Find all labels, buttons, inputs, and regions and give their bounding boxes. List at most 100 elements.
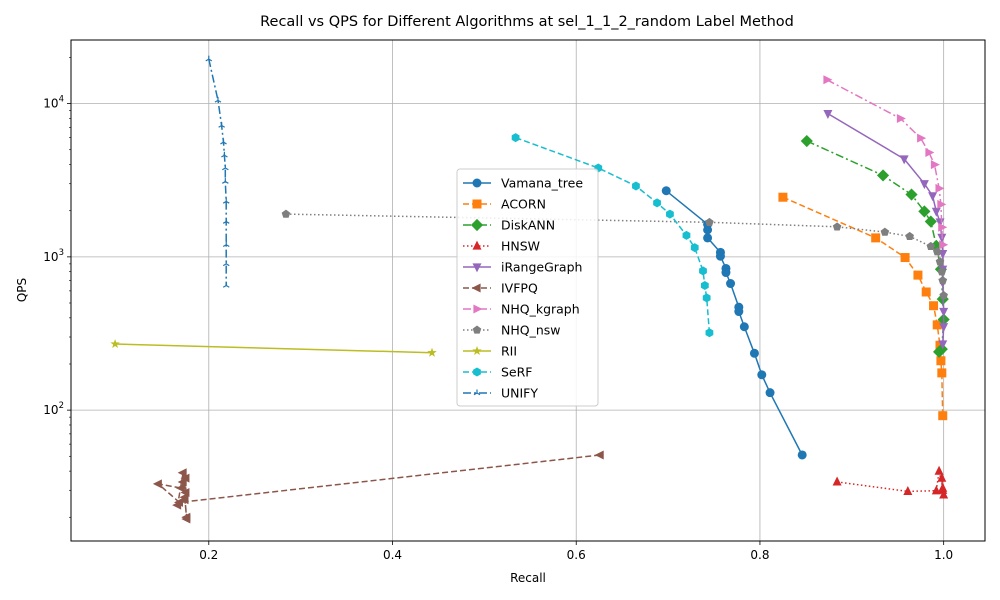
data-point bbox=[928, 192, 938, 202]
data-point bbox=[929, 301, 939, 311]
data-point bbox=[222, 241, 230, 247]
series-hnsw bbox=[832, 465, 949, 499]
data-point bbox=[896, 113, 906, 123]
data-point bbox=[917, 133, 927, 143]
data-point bbox=[936, 356, 946, 366]
data-point-stroke bbox=[222, 244, 227, 247]
legend-entry-ivfpq: IVFPQ bbox=[463, 281, 538, 296]
data-point bbox=[175, 483, 185, 493]
data-point bbox=[472, 199, 482, 209]
data-point bbox=[918, 205, 931, 218]
data-point bbox=[594, 450, 604, 460]
data-point bbox=[222, 197, 230, 204]
series-line-unify bbox=[208, 58, 227, 286]
data-point bbox=[832, 476, 842, 486]
data-point bbox=[939, 307, 949, 317]
data-point bbox=[473, 304, 483, 314]
data-point bbox=[690, 243, 699, 253]
legend-label: Vamana_tree bbox=[501, 176, 583, 191]
series-nhq-nsw bbox=[281, 209, 948, 300]
data-point-stroke bbox=[218, 124, 222, 128]
legend-entry-diskann: DiskANN bbox=[463, 218, 555, 233]
data-point bbox=[925, 147, 935, 157]
y-axis-label: QPS bbox=[15, 278, 29, 302]
data-point-stroke bbox=[224, 154, 228, 158]
data-point-stroke bbox=[214, 99, 219, 103]
data-point bbox=[110, 339, 120, 349]
data-point bbox=[702, 293, 711, 303]
series-line-rii bbox=[115, 343, 433, 354]
data-point-stroke bbox=[205, 58, 210, 62]
legend-entry-nhq-nsw: NHQ_nsw bbox=[463, 323, 561, 338]
data-point bbox=[181, 514, 191, 524]
data-point bbox=[172, 500, 182, 510]
data-point bbox=[937, 199, 947, 209]
data-point bbox=[932, 320, 942, 330]
data-point bbox=[939, 323, 949, 333]
data-point bbox=[937, 472, 947, 482]
plot-series bbox=[110, 55, 950, 524]
data-point bbox=[473, 367, 481, 377]
data-point bbox=[931, 485, 941, 495]
legend-label: IVFPQ bbox=[501, 281, 538, 296]
data-point bbox=[938, 276, 948, 285]
data-point bbox=[739, 322, 749, 332]
data-point-stroke bbox=[222, 221, 227, 224]
data-point-stroke bbox=[222, 263, 227, 267]
data-point-stroke bbox=[220, 141, 224, 145]
data-point bbox=[221, 164, 229, 171]
data-point bbox=[632, 181, 640, 191]
data-point bbox=[661, 186, 671, 196]
data-point bbox=[924, 215, 937, 228]
data-point bbox=[938, 340, 948, 350]
data-point bbox=[765, 388, 775, 398]
series-vamana-tree bbox=[661, 186, 807, 460]
data-point bbox=[832, 222, 842, 231]
y-tick-label: 103 bbox=[43, 248, 64, 264]
legend-label: UNIFY bbox=[501, 386, 538, 401]
data-point bbox=[905, 188, 918, 201]
data-point bbox=[221, 178, 229, 184]
legend-label: SeRF bbox=[501, 365, 533, 380]
data-point bbox=[666, 209, 674, 219]
data-point bbox=[934, 465, 944, 475]
data-point bbox=[823, 110, 833, 120]
data-point bbox=[703, 233, 713, 243]
data-point bbox=[471, 283, 481, 293]
data-point bbox=[214, 96, 222, 103]
data-point bbox=[900, 253, 910, 263]
data-point bbox=[427, 347, 437, 357]
legend-entry-unify: UNIFY bbox=[463, 386, 538, 401]
data-point bbox=[903, 485, 913, 495]
series-line-ivfpq bbox=[157, 454, 601, 519]
data-point bbox=[931, 207, 941, 217]
data-point bbox=[939, 290, 948, 300]
data-point bbox=[721, 268, 731, 278]
data-point bbox=[926, 241, 936, 251]
data-point bbox=[220, 138, 227, 145]
data-point bbox=[938, 222, 948, 232]
legend-entry-irangegraph: iRangeGraph bbox=[463, 260, 582, 275]
data-point bbox=[222, 218, 230, 224]
data-point-stroke bbox=[221, 154, 225, 158]
legend: Vamana_tree ACORN DiskANN HNSW iRangeGraph IV… bbox=[456, 168, 599, 407]
data-point bbox=[876, 169, 890, 182]
chart-title: Recall vs QPS for Different Algorithms a… bbox=[260, 14, 794, 30]
data-point bbox=[930, 160, 940, 170]
data-point bbox=[152, 479, 162, 489]
data-point bbox=[205, 55, 213, 62]
data-point-stroke bbox=[221, 167, 226, 171]
data-point bbox=[749, 348, 759, 358]
series-rii bbox=[110, 339, 437, 357]
data-point-stroke bbox=[223, 141, 227, 145]
legend-entry-rii: RII bbox=[463, 344, 517, 359]
series-line-nhq-kgraph bbox=[826, 79, 944, 245]
data-point bbox=[705, 217, 714, 226]
data-point bbox=[938, 484, 948, 494]
plot-frame bbox=[70, 39, 986, 542]
series-line-hnsw bbox=[837, 470, 945, 496]
data-point bbox=[472, 325, 482, 334]
x-axis-label: Recall bbox=[510, 571, 546, 585]
data-point bbox=[932, 247, 942, 256]
series-ivfpq bbox=[152, 450, 604, 524]
